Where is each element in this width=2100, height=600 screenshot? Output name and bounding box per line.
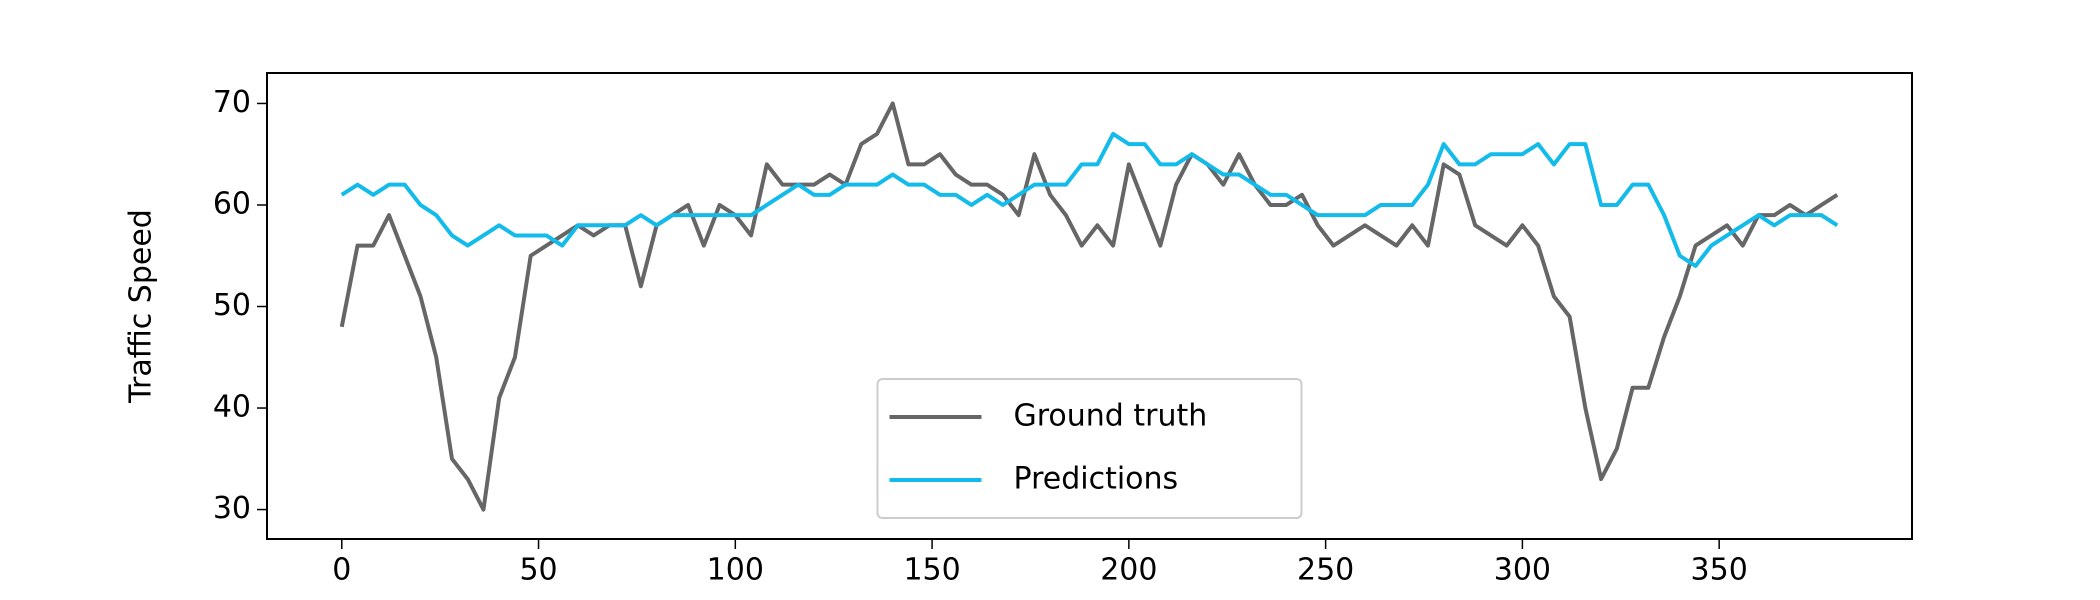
y-axis-label: Traffic Speed	[124, 209, 159, 404]
y-tick-label: 40	[213, 390, 251, 425]
x-tick-label: 200	[1100, 553, 1157, 588]
plot-frame	[266, 72, 1913, 540]
x-tick-label: 50	[519, 553, 557, 588]
legend-label: Predictions	[1014, 462, 1179, 497]
x-tick-label: 0	[332, 553, 351, 588]
x-tick-label: 100	[707, 553, 764, 588]
legend-label: Ground truth	[1014, 399, 1208, 434]
legend-box	[876, 378, 1303, 519]
y-tick-label: 70	[213, 85, 251, 120]
x-tick-label: 300	[1494, 553, 1551, 588]
y-tick-label: 50	[213, 288, 251, 323]
x-tick-label: 250	[1297, 553, 1354, 588]
series-line	[340, 131, 1839, 268]
x-tick-label: 150	[903, 553, 960, 588]
y-tick-label: 60	[213, 186, 251, 221]
series-line	[339, 101, 1839, 512]
y-tick-label: 30	[213, 491, 251, 526]
x-tick-label: 350	[1691, 553, 1748, 588]
